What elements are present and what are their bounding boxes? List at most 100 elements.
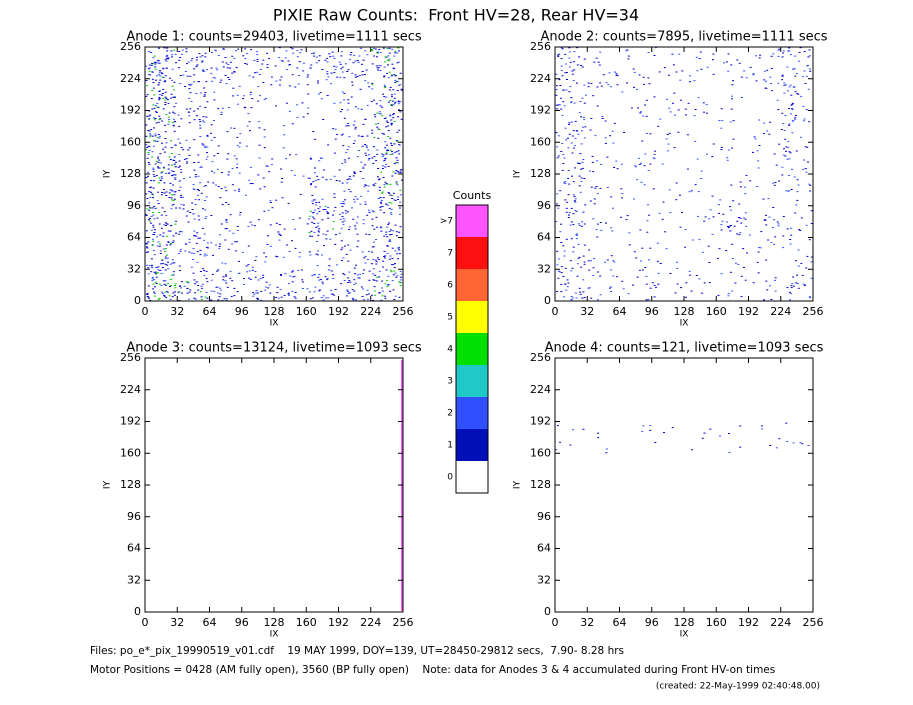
count-dot xyxy=(570,102,573,104)
count-dot xyxy=(558,271,561,273)
count-dot xyxy=(146,115,149,117)
count-dot xyxy=(229,67,232,69)
count-dot xyxy=(706,112,708,114)
count-dot xyxy=(228,79,231,80)
count-dot xyxy=(161,93,164,94)
count-dot xyxy=(772,53,775,55)
x-tick-label: 224 xyxy=(770,616,791,629)
count-dot xyxy=(362,166,365,168)
count-dot xyxy=(257,279,260,281)
count-dot xyxy=(306,76,309,78)
y-tick-label: 160 xyxy=(120,446,141,459)
count-dot xyxy=(571,73,574,75)
count-dot xyxy=(353,140,356,142)
count-dot xyxy=(723,62,725,64)
y-tick-label: 224 xyxy=(120,72,141,85)
count-dot xyxy=(210,132,212,134)
count-dot xyxy=(213,91,216,93)
count-dot xyxy=(287,60,290,62)
count-dot xyxy=(190,83,193,85)
count-dot xyxy=(193,110,196,112)
count-dot xyxy=(368,250,370,252)
count-dot xyxy=(782,123,785,124)
count-dot xyxy=(687,102,690,104)
count-dot xyxy=(385,153,388,155)
count-dot xyxy=(235,158,238,160)
count-dot xyxy=(257,86,260,88)
count-dot xyxy=(256,71,258,73)
count-dot xyxy=(215,50,217,52)
count-dot xyxy=(372,99,375,101)
count-dot xyxy=(576,263,579,265)
count-dot xyxy=(605,222,607,224)
count-dot xyxy=(354,60,357,62)
count-dot xyxy=(199,254,202,256)
count-dot xyxy=(152,234,155,235)
count-dot xyxy=(808,296,811,298)
count-dot xyxy=(763,122,766,124)
count-dot xyxy=(641,430,644,432)
count-dot xyxy=(571,267,574,269)
count-dot xyxy=(382,47,385,49)
count-dot xyxy=(616,168,619,170)
count-dot xyxy=(205,270,208,272)
count-dot xyxy=(732,138,735,140)
count-dot xyxy=(285,158,288,160)
count-dot xyxy=(157,269,160,271)
count-dot xyxy=(206,101,209,103)
count-dot xyxy=(317,250,319,252)
count-dot xyxy=(716,257,719,259)
count-dot xyxy=(580,177,583,179)
count-dot xyxy=(253,293,256,295)
count-dot xyxy=(281,60,284,62)
count-dot xyxy=(399,276,402,278)
count-dot xyxy=(344,63,347,65)
count-dot xyxy=(155,283,158,284)
count-dot xyxy=(161,267,164,268)
count-dot xyxy=(172,292,175,294)
count-dot xyxy=(262,277,264,279)
count-dot xyxy=(347,189,350,190)
count-dot xyxy=(578,224,581,226)
colorbar-label: 4 xyxy=(447,345,453,355)
count-dot xyxy=(703,111,706,113)
count-dot xyxy=(199,127,202,129)
count-dot xyxy=(316,265,319,267)
count-dot xyxy=(146,94,149,96)
count-dot xyxy=(391,48,394,50)
count-dot xyxy=(354,273,356,275)
count-dot xyxy=(389,115,392,117)
count-dot xyxy=(781,166,784,168)
count-dot xyxy=(199,136,202,137)
count-dot xyxy=(324,209,327,210)
count-dot xyxy=(615,72,618,74)
count-dot xyxy=(296,67,299,69)
count-dot xyxy=(802,283,805,285)
count-dot xyxy=(194,176,197,178)
count-dot xyxy=(178,67,180,69)
count-dot xyxy=(217,186,220,187)
count-dot xyxy=(373,137,376,138)
count-dot xyxy=(394,199,397,201)
count-dot xyxy=(160,291,163,293)
count-dot xyxy=(191,209,194,210)
count-dot xyxy=(700,68,703,70)
count-dot xyxy=(765,80,767,82)
count-dot xyxy=(234,241,237,243)
count-dot xyxy=(555,132,558,134)
count-dot xyxy=(187,221,190,223)
count-dot xyxy=(165,244,168,246)
count-dot xyxy=(206,134,209,136)
count-dot xyxy=(644,153,647,155)
x-tick-label: 96 xyxy=(235,616,249,629)
colorbar-label: >7 xyxy=(440,217,453,227)
count-dot xyxy=(717,204,720,206)
count-dot xyxy=(323,169,326,171)
count-dot xyxy=(585,94,587,96)
count-dot xyxy=(365,294,368,296)
count-dot xyxy=(562,89,565,91)
x-axis-label: IX xyxy=(680,630,689,640)
count-dot xyxy=(794,75,797,77)
count-dot xyxy=(568,212,571,214)
count-dot xyxy=(204,218,207,219)
